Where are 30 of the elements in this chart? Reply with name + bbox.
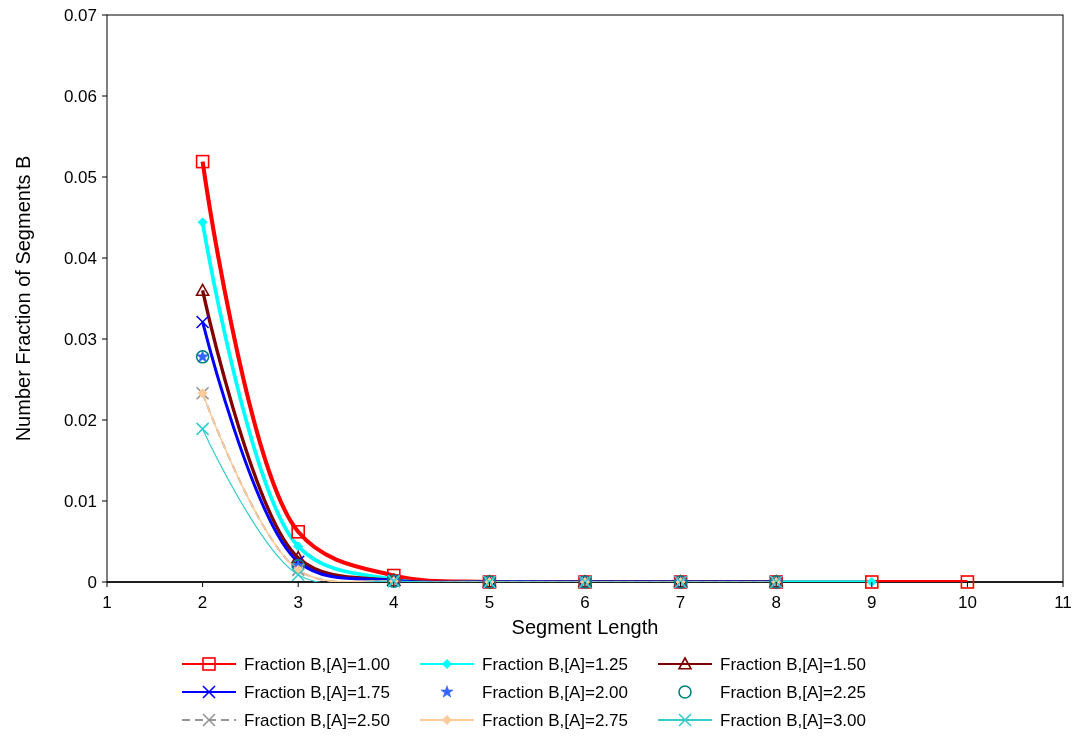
- legend-label: Fraction B,[A]=2.75: [482, 711, 628, 730]
- legend-label: Fraction B,[A]=1.75: [244, 683, 390, 702]
- x-tick-label: 4: [389, 593, 399, 612]
- y-tick-label: 0.03: [63, 330, 97, 349]
- y-tick-label: 0.02: [63, 411, 97, 430]
- legend-label: Fraction B,[A]=2.25: [720, 683, 866, 702]
- x-axis-title: Segment Length: [511, 616, 659, 638]
- y-tick-label: 0.04: [63, 249, 97, 268]
- x-tick-label: 9: [867, 593, 877, 612]
- y-tick-label: 0.07: [63, 6, 97, 25]
- x-tick-label: 6: [580, 593, 590, 612]
- legend-label: Fraction B,[A]=1.50: [720, 655, 866, 674]
- legend-label: Fraction B,[A]=2.50: [244, 711, 390, 730]
- legend-label: Fraction B,[A]=1.25: [482, 655, 628, 674]
- x-tick-label: 5: [484, 593, 495, 612]
- x-tick-label: 8: [771, 593, 781, 612]
- legend-label: Fraction B,[A]=3.00: [720, 711, 866, 730]
- y-axis-title: Number Fraction of Segments B: [12, 155, 34, 442]
- y-tick-label: 0: [87, 573, 97, 592]
- x-tick-label: 2: [197, 593, 208, 612]
- legend-label: Fraction B,[A]=2.00: [482, 683, 628, 702]
- y-tick-label: 0.06: [63, 87, 97, 106]
- x-tick-label: 11: [1054, 593, 1072, 612]
- legend-label: Fraction B,[A]=1.00: [244, 655, 390, 674]
- x-tick-label: 10: [957, 593, 977, 612]
- x-tick-label: 3: [293, 593, 303, 612]
- x-tick-label: 7: [675, 593, 686, 612]
- y-tick-label: 0.05: [63, 168, 97, 187]
- x-tick-label: 1: [102, 593, 112, 612]
- y-tick-label: 0.01: [63, 492, 97, 511]
